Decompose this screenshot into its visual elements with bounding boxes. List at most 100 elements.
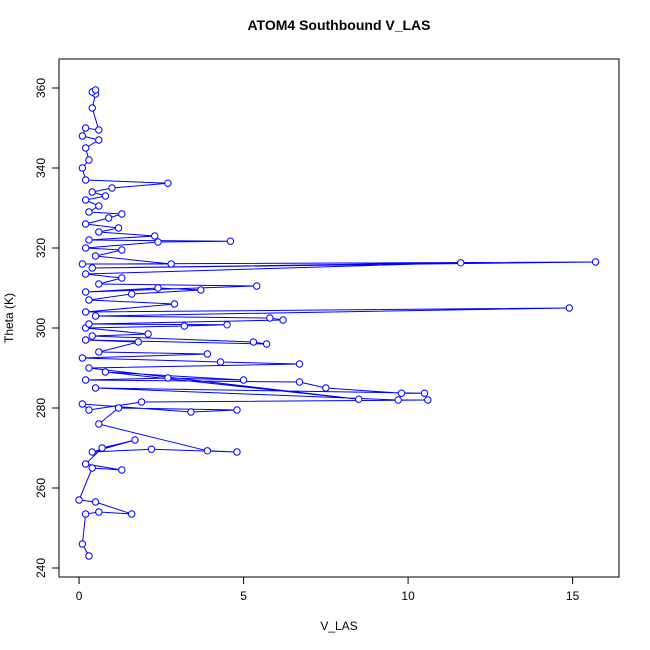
data-point <box>95 348 103 356</box>
data-point <box>88 104 96 112</box>
data-point <box>355 395 363 403</box>
data-point <box>233 406 241 414</box>
data-point <box>167 260 175 268</box>
data-point <box>104 214 113 222</box>
data-point <box>249 338 258 346</box>
data-point <box>81 144 90 152</box>
data-point <box>91 498 100 506</box>
x-axis-label: V_LAS <box>320 619 357 633</box>
data-point <box>78 354 87 362</box>
data-point <box>95 280 103 288</box>
y-tick-label: 240 <box>34 558 48 578</box>
data-point <box>81 244 90 252</box>
data-point <box>95 136 103 144</box>
data-point <box>85 296 93 304</box>
data-point <box>118 274 126 282</box>
y-axis-label: Theta (K) <box>2 293 16 343</box>
y-tick-label: 280 <box>34 398 48 418</box>
x-tick-label: 0 <box>76 589 83 603</box>
data-point <box>95 420 103 428</box>
plot-box <box>58 58 620 578</box>
data-point <box>88 264 96 272</box>
data-point <box>75 496 83 504</box>
data-point <box>397 389 406 397</box>
data-point <box>78 540 87 548</box>
data-point <box>85 552 93 560</box>
data-point <box>591 258 600 266</box>
data-point <box>81 510 90 518</box>
data-point <box>216 358 225 366</box>
data-point <box>279 316 287 324</box>
data-point <box>85 156 93 164</box>
data-point <box>95 126 103 134</box>
data-point <box>85 208 93 216</box>
data-point <box>118 466 126 474</box>
data-point <box>91 384 100 392</box>
data-point <box>101 192 110 200</box>
data-point <box>81 376 90 384</box>
data-point <box>233 448 241 456</box>
data-point <box>88 188 96 196</box>
data-point <box>164 374 172 382</box>
data-point <box>154 238 162 246</box>
y-tick-label: 320 <box>34 238 48 258</box>
data-point <box>81 270 90 278</box>
data-point <box>187 408 195 416</box>
data-point <box>85 406 93 414</box>
data-point <box>203 350 212 358</box>
data-point <box>81 196 90 204</box>
data-point <box>81 124 90 132</box>
data-point <box>81 336 90 344</box>
data-point <box>95 228 103 236</box>
data-point <box>144 330 152 338</box>
data-point <box>128 510 136 518</box>
data-point <box>78 400 87 408</box>
data-point <box>253 282 261 290</box>
data-point <box>180 322 189 330</box>
data-point <box>118 246 126 254</box>
data-line <box>78 89 596 557</box>
data-point <box>134 338 142 346</box>
data-point <box>128 290 136 298</box>
data-point <box>137 398 146 406</box>
data-point <box>108 184 116 192</box>
data-point <box>81 176 90 184</box>
data-point <box>266 314 274 322</box>
data-point <box>88 464 96 472</box>
data-point <box>78 164 87 172</box>
data-point <box>85 364 93 372</box>
data-point <box>394 396 402 404</box>
data-point <box>101 368 110 376</box>
data-point <box>95 202 103 210</box>
data-point <box>91 252 100 260</box>
data-point <box>420 389 429 397</box>
data-point <box>565 304 574 312</box>
data-point <box>223 321 231 329</box>
y-tick-label: 360 <box>34 78 48 98</box>
data-point <box>164 179 172 187</box>
data-point <box>424 396 432 404</box>
data-point <box>78 260 87 268</box>
data-point <box>95 508 103 516</box>
x-tick-label: 10 <box>401 589 415 603</box>
data-point <box>85 320 93 328</box>
data-point <box>98 444 106 452</box>
data-point <box>322 384 330 392</box>
data-point <box>170 300 179 308</box>
data-point <box>457 259 465 267</box>
data-point <box>81 220 90 228</box>
data-point <box>197 286 205 294</box>
data-point <box>88 332 96 340</box>
data-point <box>81 460 90 468</box>
data-point <box>81 288 90 296</box>
data-point <box>203 447 212 455</box>
y-tick-label: 300 <box>34 318 48 338</box>
data-point <box>131 436 139 444</box>
data-point <box>114 404 123 412</box>
chart-title: ATOM4 Southbound V_LAS <box>247 17 430 33</box>
data-point <box>151 232 159 240</box>
y-tick-label: 260 <box>34 478 48 498</box>
data-point <box>147 445 156 453</box>
data-point <box>262 340 271 348</box>
